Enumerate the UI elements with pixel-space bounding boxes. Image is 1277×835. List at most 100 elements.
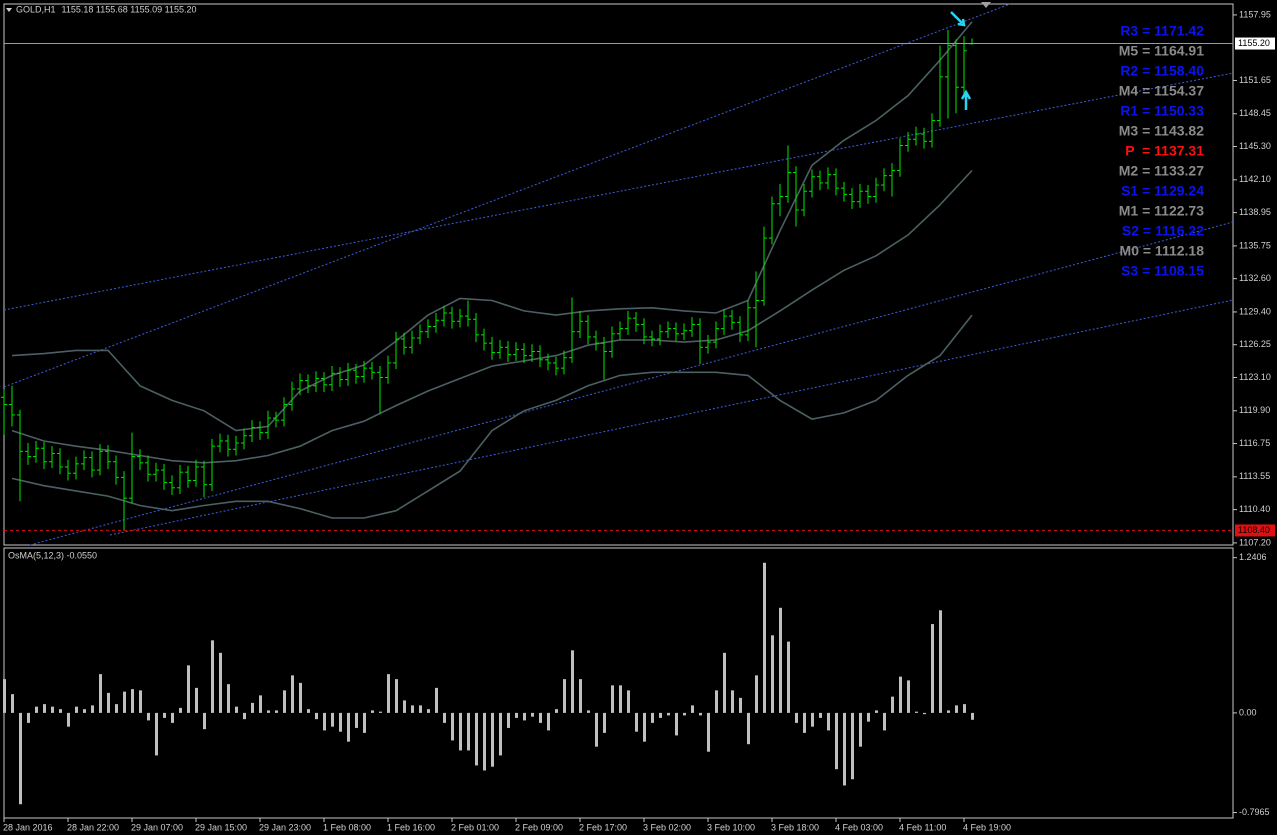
osma-bar bbox=[131, 689, 134, 713]
osma-bar bbox=[435, 687, 438, 713]
x-tick-label: 1 Feb 16:00 bbox=[387, 822, 435, 832]
quote-header: 1155.18 1155.68 1155.09 1155.20 bbox=[62, 4, 197, 14]
price-label: 1155.20 bbox=[1238, 38, 1270, 48]
x-tick-label: 29 Jan 07:00 bbox=[131, 822, 183, 832]
osma-bar bbox=[539, 712, 542, 723]
x-tick-label: 4 Feb 19:00 bbox=[963, 822, 1011, 832]
osma-bar bbox=[275, 710, 278, 713]
osma-bar bbox=[971, 712, 974, 720]
trend-line bbox=[3, 72, 1234, 311]
pivot-level: S1 = 1129.24 bbox=[1121, 183, 1204, 199]
pivot-level: R1 = 1150.33 bbox=[1120, 103, 1204, 119]
osma-bar bbox=[859, 712, 862, 747]
pivot-level: R3 = 1171.42 bbox=[1120, 23, 1204, 39]
osma-bar bbox=[139, 690, 142, 713]
pivot-level: S2 = 1116.22 bbox=[1122, 223, 1204, 239]
osma-bar bbox=[243, 712, 246, 720]
y-tick-label: 0.00 bbox=[1239, 707, 1257, 717]
osma-bar bbox=[507, 712, 510, 728]
x-tick-label: 4 Feb 03:00 bbox=[835, 822, 883, 832]
osma-bar bbox=[211, 640, 214, 713]
osma-bar bbox=[171, 712, 174, 723]
osma-bar bbox=[67, 712, 70, 727]
osma-bar bbox=[851, 712, 854, 780]
osma-bar bbox=[427, 709, 430, 713]
osma-bar bbox=[331, 712, 334, 727]
osma-bar bbox=[315, 712, 318, 720]
trend-lines bbox=[3, 3, 1234, 546]
osma-bar bbox=[355, 712, 358, 728]
y-tick-label: 1138.95 bbox=[1239, 207, 1271, 217]
osma-bar bbox=[91, 705, 94, 713]
osma-bar bbox=[571, 650, 574, 713]
osma-bar bbox=[595, 712, 598, 747]
osma-bar bbox=[547, 712, 550, 731]
osma-title: OsMA(5,12,3) -0.0550 bbox=[8, 550, 97, 560]
pivot-level: P = 1137.31 bbox=[1125, 143, 1204, 159]
osma-bar bbox=[819, 712, 822, 718]
y-tick-label: 1145.30 bbox=[1239, 141, 1271, 151]
pivot-level: M3 = 1143.82 bbox=[1119, 123, 1204, 139]
osma-bar bbox=[811, 712, 814, 727]
osma-bar bbox=[731, 690, 734, 713]
osma-bar bbox=[443, 712, 446, 723]
osma-bar bbox=[419, 705, 422, 713]
osma-bar bbox=[771, 635, 774, 713]
low-price-box bbox=[1235, 524, 1275, 537]
osma-bar bbox=[227, 684, 230, 713]
pivot-level: M5 = 1164.91 bbox=[1119, 43, 1204, 59]
osma-bar bbox=[3, 679, 6, 713]
band-line bbox=[11, 169, 973, 464]
pivot-level: M4 = 1154.37 bbox=[1119, 83, 1204, 99]
osma-bar bbox=[891, 696, 894, 713]
osma-bar bbox=[835, 712, 838, 770]
band-line bbox=[11, 21, 973, 432]
osma-bar bbox=[411, 705, 414, 713]
osma-bar bbox=[83, 709, 86, 713]
osma-bar bbox=[379, 711, 382, 713]
osma-bar bbox=[291, 675, 294, 713]
osma-bar bbox=[475, 712, 478, 766]
osma-bar bbox=[283, 690, 286, 713]
osma-bar bbox=[611, 685, 614, 713]
x-tick-label: 4 Feb 11:00 bbox=[899, 822, 946, 832]
osma-bar bbox=[363, 712, 366, 733]
osma-bar bbox=[515, 712, 518, 718]
y-tick-label: 1110.40 bbox=[1239, 504, 1270, 514]
symbol-title: GOLD,H1 bbox=[16, 4, 56, 14]
menu-triangle[interactable] bbox=[6, 8, 12, 12]
osma-bar bbox=[947, 710, 950, 713]
x-tick-label: 28 Jan 2016 bbox=[3, 822, 53, 832]
main-panel-frame bbox=[3, 3, 1234, 546]
pivot-level: M0 = 1112.18 bbox=[1120, 243, 1205, 259]
plot-layer: 1157.95 1151.65 1148.45 1145.30 1142.10 1138.… bbox=[1, 9, 1275, 832]
y-tick-label: -0.7965 bbox=[1239, 807, 1270, 817]
osma-bar bbox=[795, 712, 798, 723]
x-tick-label: 3 Feb 18:00 bbox=[771, 822, 819, 832]
y-tick-label: 1129.40 bbox=[1239, 306, 1271, 316]
osma-bar bbox=[915, 711, 918, 713]
osma-bar bbox=[195, 687, 198, 713]
pivot-level: M2 = 1133.27 bbox=[1119, 163, 1204, 179]
osma-bar bbox=[707, 712, 710, 752]
down-arrow bbox=[950, 11, 966, 27]
x-tick-label: 29 Jan 23:00 bbox=[259, 822, 311, 832]
osma-bar bbox=[923, 712, 926, 715]
osma-bar bbox=[779, 607, 782, 713]
osma-bar bbox=[963, 704, 966, 713]
osma-bar bbox=[715, 690, 718, 713]
y-tick-label: 1142.10 bbox=[1239, 174, 1271, 184]
osma-bar bbox=[827, 712, 830, 731]
y-tick-label: 1126.25 bbox=[1239, 339, 1271, 349]
osma-bar bbox=[43, 704, 46, 713]
up-arrow bbox=[960, 89, 972, 110]
x-tick-label: 3 Feb 10:00 bbox=[707, 822, 755, 832]
osma-bar bbox=[259, 695, 262, 713]
osma-bar bbox=[203, 712, 206, 730]
osma-bar bbox=[867, 712, 870, 722]
x-tick-label: 28 Jan 22:00 bbox=[67, 822, 119, 832]
osma-bar bbox=[523, 712, 526, 721]
osma-bar bbox=[787, 641, 790, 713]
